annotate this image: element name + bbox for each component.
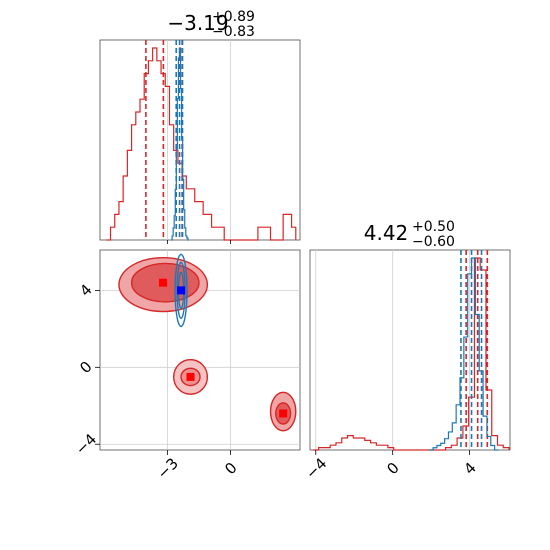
hist-param2-series [312,250,510,451]
red-marker-0 [158,278,167,287]
blue-marker-0 [177,286,186,295]
red-param1-hist [106,47,297,241]
panel-hist-param1 [99,39,301,241]
title-param1: −3.19 [167,11,228,35]
panel-hist-param2 [309,249,511,451]
hist-param1-series [106,40,297,241]
red-param2-hist [312,257,510,451]
red-marker-1 [186,372,195,381]
title-param2-value: 4.42 [364,221,409,245]
title-param1-lower: −0.83 [212,24,255,40]
title-param2: 4.42 [364,221,409,245]
density-series [100,250,300,450]
red-marker-2 [279,409,288,418]
title-param2-upper: +0.50 [412,219,455,235]
title-param1-upper: +0.89 [212,9,255,25]
panel-2d-density [99,249,301,451]
title-param1-value: −3.19 [167,11,228,35]
blue-param2-hist [429,257,499,451]
title-param2-lower: −0.60 [412,234,455,250]
blue-contour-0 [174,253,188,328]
